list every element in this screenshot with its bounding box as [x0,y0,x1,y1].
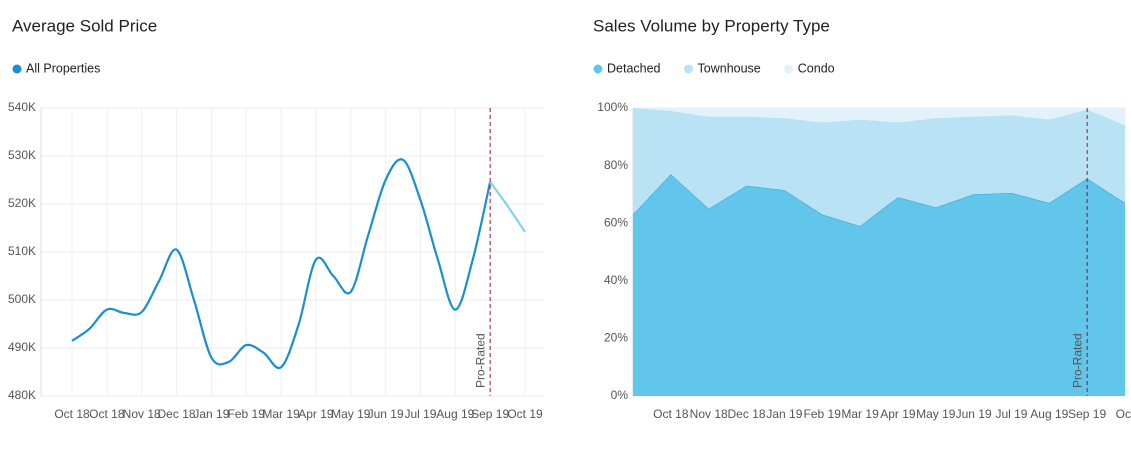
area [633,108,1125,126]
x-tick-label: Mar 19 [262,407,300,421]
x-tick-label: Dec 18 [158,407,196,421]
x-tick-label: Aug 19 [436,407,474,421]
x-tick-label: Jan 19 [193,407,229,421]
y-tick-label: 520K [8,196,36,210]
x-tick-label: Dec 18 [728,407,766,421]
y-tick-label: 540K [8,100,36,114]
chart-title: Average Sold Price [12,16,157,35]
line [71,158,492,370]
x-tick-label: Oct 18 [653,407,689,421]
y-tick-label: 20% [604,331,628,345]
area [633,108,1125,227]
y-tick-label: 60% [604,215,628,229]
x-tick-label: Oct [1116,407,1131,421]
legend-swatch [784,64,794,74]
annotation: Pro-Rated [1070,333,1084,388]
x-tick-label: Jul 19 [404,407,436,421]
legend-label: Townhouse [698,61,761,75]
annotation: Pro-Rated [473,333,487,388]
x-tick-label: Sep 19 [471,407,509,421]
legend-swatch [12,64,22,74]
x-tick-label: Apr 19 [298,407,334,421]
x-tick-label: Feb 19 [804,407,842,421]
x-tick-label: May 19 [916,407,956,421]
chart-title: Sales Volume by Property Type [593,16,830,35]
x-tick-label: Jun 19 [368,407,404,421]
y-tick-label: 500K [8,292,36,306]
y-tick-label: 100% [597,100,628,114]
x-tick-label: Nov 18 [123,407,161,421]
legend-label: Detached [607,61,661,75]
x-tick-label: Apr 19 [880,407,916,421]
x-tick-label: May 19 [331,407,371,421]
x-tick-label: Mar 19 [841,407,879,421]
y-tick-label: 80% [604,158,628,172]
legend-swatch [684,64,694,74]
y-tick-label: 480K [8,388,36,402]
legend-label: Condo [798,61,835,75]
y-tick-label: 40% [604,273,628,287]
legend-swatch [593,64,603,74]
y-tick-label: 0% [611,388,629,402]
y-tick-label: 490K [8,340,36,354]
area [633,174,1125,396]
y-tick-label: 510K [8,244,36,258]
x-tick-label: Oct 19 [507,407,543,421]
x-tick-label: Jun 19 [956,407,992,421]
x-tick-label: Oct 18 [89,407,125,421]
x-tick-label: Oct 18 [54,407,90,421]
legend-label: All Properties [26,61,100,75]
line-prorated [489,181,526,233]
x-tick-label: Nov 18 [690,407,728,421]
x-tick-label: Feb 19 [228,407,266,421]
y-tick-label: 530K [8,148,36,162]
x-tick-label: Aug 19 [1030,407,1068,421]
x-tick-label: Jul 19 [995,407,1027,421]
x-tick-label: Jan 19 [766,407,802,421]
x-tick-label: Sep 19 [1068,407,1106,421]
